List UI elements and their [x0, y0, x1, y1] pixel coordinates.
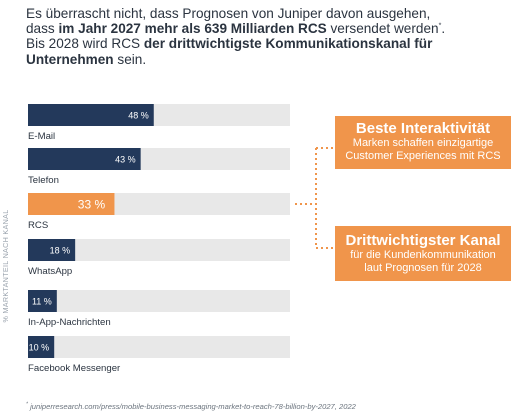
- intro-line-4-post: sein.: [113, 51, 147, 67]
- intro-line-2-end: .: [441, 21, 446, 37]
- callout-third-channel-title: Drittwichtigster Kanal: [345, 232, 501, 249]
- callout-third-channel: Drittwichtigster Kanal für die Kundenkom…: [335, 226, 511, 281]
- bar-value-telefon: 43 %: [115, 155, 136, 165]
- footnote-marker: *: [438, 22, 442, 30]
- footnote-sup: *: [26, 401, 28, 408]
- intro-highlight-rank: der drittwichtigste Kommunikationskanal …: [143, 36, 433, 52]
- intro-highlight-business: Unternehmen: [26, 51, 114, 67]
- callout-interactivity-text-1: Marken schaffen einzigartige: [352, 137, 494, 149]
- category-label-in-app-nachrichten: In-App-Nachrichten: [28, 317, 111, 328]
- bar-facebook-messenger: [28, 336, 55, 358]
- bar-value-in-app-nachrichten: 11 %: [32, 297, 52, 307]
- bar-telefon: [28, 148, 141, 170]
- category-label-rcs: RCS: [28, 220, 48, 231]
- callout-interactivity-title: Beste Interaktivität: [355, 120, 491, 137]
- footnote-source: juniperresearch.com/press/mobile-busines…: [27, 402, 356, 411]
- bar-track-whatsapp: [28, 239, 290, 261]
- callout-interactivity: Beste Interaktivität Marken schaffen ein…: [335, 116, 511, 169]
- bar-value-rcs: 33 %: [78, 198, 106, 212]
- category-label-facebook-messenger: Facebook Messenger: [28, 363, 121, 374]
- callout-interactivity-text-2: Customer Experiences mit RCS: [345, 149, 501, 162]
- callout-third-channel-text-2: laut Prognosen für 2028: [364, 261, 482, 274]
- bar-whatsapp: [28, 239, 76, 261]
- category-label-whatsapp: WhatsApp: [28, 266, 72, 277]
- bar-track-in-app-nachrichten: [28, 290, 290, 312]
- callout-third-channel-text-1: für die Kundenkommunikation: [350, 249, 496, 261]
- intro-line-2-pre: dass: [26, 21, 59, 37]
- bar-e-mail: [28, 104, 154, 126]
- category-label-e-mail: E-Mail: [28, 131, 55, 142]
- footnote: * juniperresearch.com/press/mobile-busin…: [26, 402, 356, 411]
- bar-track-facebook-messenger: [28, 336, 290, 358]
- bar-value-whatsapp: 18 %: [50, 246, 71, 256]
- intro-highlight-volume: im Jahr 2027 mehr als 639 Milliarden RCS: [58, 21, 327, 37]
- bar-in-app-nachrichten: [28, 290, 57, 312]
- category-label-telefon: Telefon: [28, 175, 59, 186]
- bar-value-facebook-messenger: 10 %: [29, 343, 50, 353]
- bar-value-e-mail: 48 %: [128, 111, 149, 121]
- intro-line-3-pre: Bis 2028 wird RCS: [26, 36, 144, 52]
- bar-rcs: [28, 193, 115, 215]
- intro-text: Es überrascht nicht, dass Prognosen von …: [26, 6, 496, 67]
- intro-line-1: Es überrascht nicht, dass Prognosen von …: [26, 6, 431, 21]
- intro-line-2-post: versendet werden: [326, 21, 439, 37]
